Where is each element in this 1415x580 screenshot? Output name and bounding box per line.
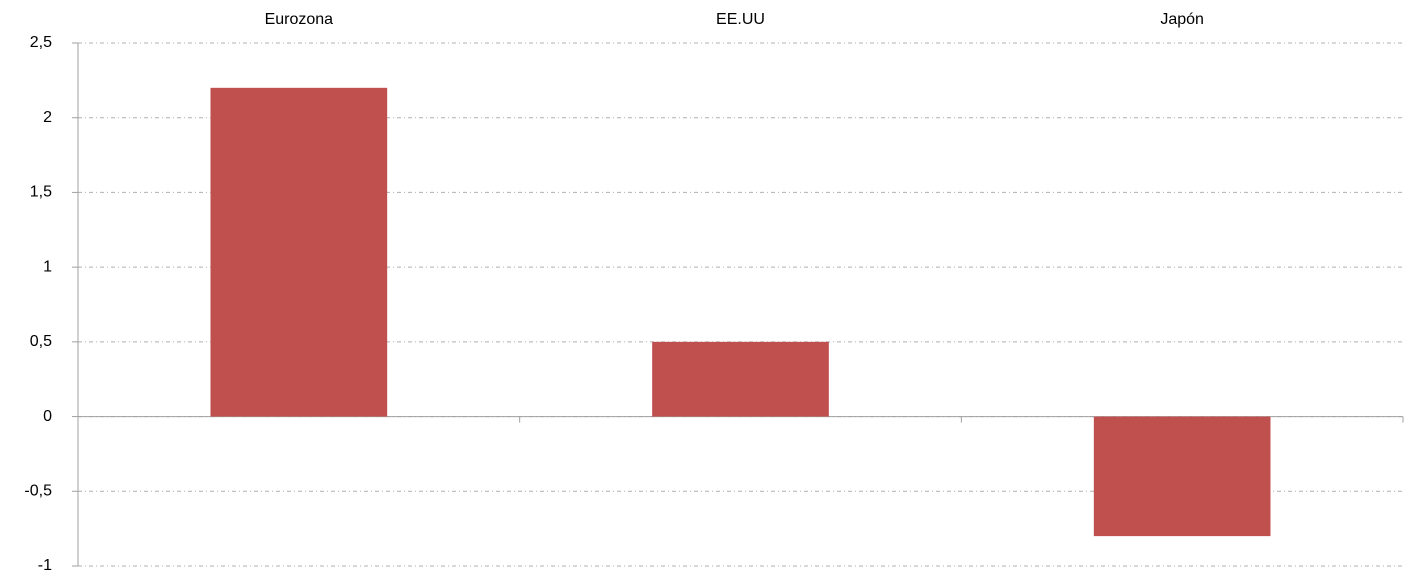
y-tick-label: 2 xyxy=(43,109,52,126)
y-tick-label: 1 xyxy=(43,258,52,275)
y-tick-label: -1 xyxy=(38,557,52,574)
y-tick-label: 0,5 xyxy=(30,333,52,350)
y-tick-label: -0,5 xyxy=(24,483,52,500)
x-tick-label: Japón xyxy=(1160,11,1204,28)
bar xyxy=(1093,416,1271,537)
x-tick-label: Eurozona xyxy=(265,11,334,28)
bar xyxy=(210,87,388,417)
y-tick-label: 0 xyxy=(43,408,52,425)
y-tick-label: 2,5 xyxy=(30,34,52,51)
bar xyxy=(652,341,829,417)
y-tick-label: 1,5 xyxy=(30,184,52,201)
x-tick-label: EE.UU xyxy=(716,11,765,28)
